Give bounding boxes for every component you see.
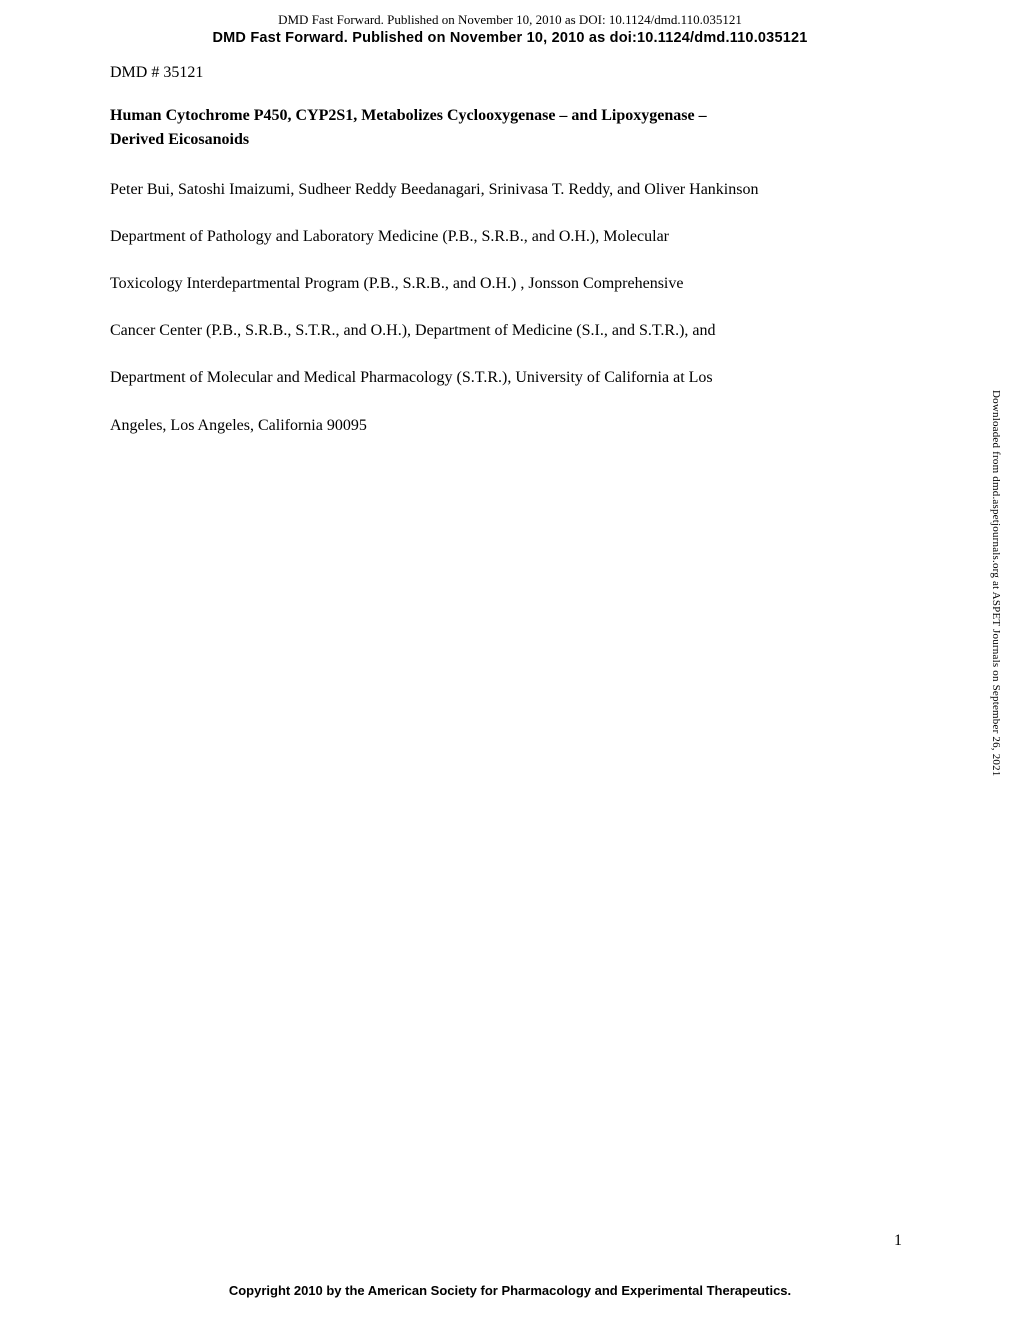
copyright-footer: Copyright 2010 by the American Society f… (0, 1283, 1020, 1298)
affiliation-line: Toxicology Interdepartmental Program (P.… (110, 275, 683, 292)
article-title: Human Cytochrome P450, CYP2S1, Metaboliz… (110, 104, 910, 152)
page-number: 1 (894, 1232, 902, 1250)
title-line-1: Human Cytochrome P450, CYP2S1, Metaboliz… (110, 107, 707, 124)
header-doi-small: DMD Fast Forward. Published on November … (0, 12, 1020, 29)
header-doi-bold: DMD Fast Forward. Published on November … (0, 29, 1020, 48)
title-line-2: Derived Eicosanoids (110, 131, 249, 148)
page-content: DMD # 35121 Human Cytochrome P450, CYP2S… (0, 48, 1020, 449)
affiliation-line: Department of Pathology and Laboratory M… (110, 228, 669, 245)
affiliation-line: Angeles, Los Angeles, California 90095 (110, 417, 367, 434)
header-block: DMD Fast Forward. Published on November … (0, 0, 1020, 48)
authors: Peter Bui, Satoshi Imaizumi, Sudheer Red… (110, 181, 758, 198)
affiliation-line: Cancer Center (P.B., S.R.B., S.T.R., and… (110, 322, 716, 339)
affiliation-line: Department of Molecular and Medical Phar… (110, 369, 713, 386)
author-affiliation-block: Peter Bui, Satoshi Imaizumi, Sudheer Red… (110, 166, 910, 449)
download-watermark: Downloaded from dmd.aspetjournals.org at… (990, 390, 1002, 777)
running-head: DMD # 35121 (110, 64, 910, 82)
